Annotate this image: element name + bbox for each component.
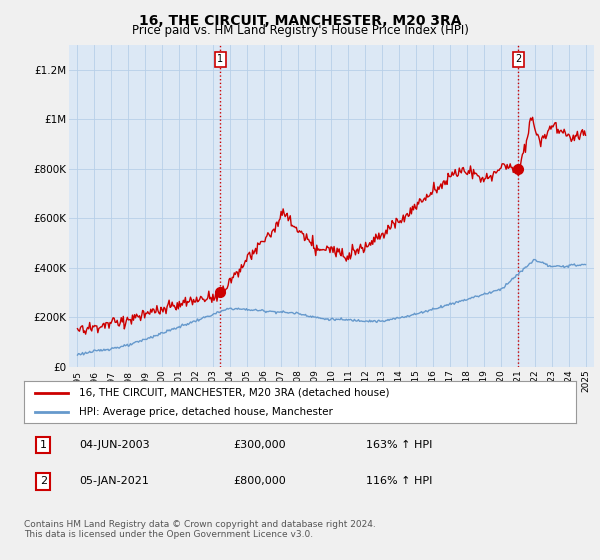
Text: £800,000: £800,000: [234, 477, 287, 486]
Text: 163% ↑ HPI: 163% ↑ HPI: [366, 440, 433, 450]
Text: Price paid vs. HM Land Registry's House Price Index (HPI): Price paid vs. HM Land Registry's House …: [131, 24, 469, 37]
Text: 16, THE CIRCUIT, MANCHESTER, M20 3RA (detached house): 16, THE CIRCUIT, MANCHESTER, M20 3RA (de…: [79, 388, 390, 398]
Text: 2: 2: [40, 477, 47, 486]
Text: 1: 1: [217, 54, 223, 64]
Text: £300,000: £300,000: [234, 440, 286, 450]
Text: 2: 2: [515, 54, 521, 64]
Text: 1: 1: [40, 440, 47, 450]
Text: HPI: Average price, detached house, Manchester: HPI: Average price, detached house, Manc…: [79, 407, 333, 417]
Text: 116% ↑ HPI: 116% ↑ HPI: [366, 477, 433, 486]
Text: Contains HM Land Registry data © Crown copyright and database right 2024.
This d: Contains HM Land Registry data © Crown c…: [24, 520, 376, 539]
Text: 04-JUN-2003: 04-JUN-2003: [79, 440, 150, 450]
Text: 16, THE CIRCUIT, MANCHESTER, M20 3RA: 16, THE CIRCUIT, MANCHESTER, M20 3RA: [139, 14, 461, 28]
Text: 05-JAN-2021: 05-JAN-2021: [79, 477, 149, 486]
